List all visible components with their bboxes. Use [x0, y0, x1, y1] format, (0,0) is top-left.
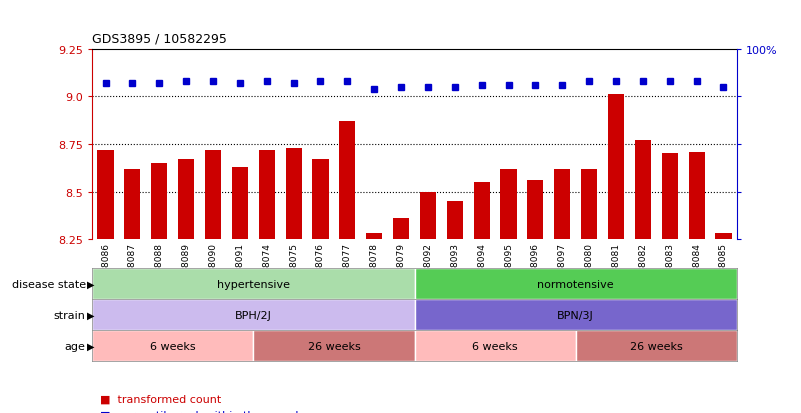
Bar: [415, 299, 737, 330]
Text: ▶: ▶: [87, 310, 95, 320]
Bar: [473, 183, 489, 240]
Text: 6 weeks: 6 weeks: [473, 341, 518, 351]
Bar: [231, 167, 248, 240]
Bar: [340, 122, 356, 240]
Bar: [581, 169, 598, 240]
Bar: [527, 180, 544, 240]
Bar: [415, 268, 737, 299]
Text: ▶: ▶: [87, 279, 95, 289]
Text: BPN/3J: BPN/3J: [557, 310, 594, 320]
Bar: [689, 152, 705, 240]
Bar: [98, 150, 114, 240]
Text: GDS3895 / 10582295: GDS3895 / 10582295: [92, 33, 227, 45]
Bar: [554, 169, 570, 240]
Bar: [608, 95, 624, 240]
Bar: [178, 160, 194, 240]
Bar: [715, 234, 731, 240]
Text: strain: strain: [54, 310, 86, 320]
Bar: [151, 164, 167, 240]
Text: ■  percentile rank within the sample: ■ percentile rank within the sample: [100, 410, 305, 413]
Bar: [259, 150, 275, 240]
Bar: [366, 234, 382, 240]
Text: 26 weeks: 26 weeks: [630, 341, 682, 351]
Text: 6 weeks: 6 weeks: [150, 341, 195, 351]
Bar: [447, 202, 463, 240]
Bar: [501, 169, 517, 240]
Bar: [286, 148, 302, 240]
Bar: [420, 192, 436, 240]
Bar: [312, 160, 328, 240]
Text: normotensive: normotensive: [537, 279, 614, 289]
Text: 26 weeks: 26 weeks: [308, 341, 360, 351]
Text: hypertensive: hypertensive: [217, 279, 290, 289]
Bar: [92, 299, 415, 330]
Bar: [92, 330, 253, 361]
Text: disease state: disease state: [11, 279, 86, 289]
Text: ■  transformed count: ■ transformed count: [100, 394, 221, 404]
Bar: [253, 330, 415, 361]
Text: ▶: ▶: [87, 341, 95, 351]
Bar: [662, 154, 678, 240]
Bar: [393, 218, 409, 240]
Bar: [92, 268, 415, 299]
Bar: [635, 141, 651, 240]
Bar: [124, 169, 140, 240]
Text: age: age: [65, 341, 86, 351]
Bar: [205, 150, 221, 240]
Bar: [415, 330, 576, 361]
Text: BPH/2J: BPH/2J: [235, 310, 272, 320]
Bar: [576, 330, 737, 361]
